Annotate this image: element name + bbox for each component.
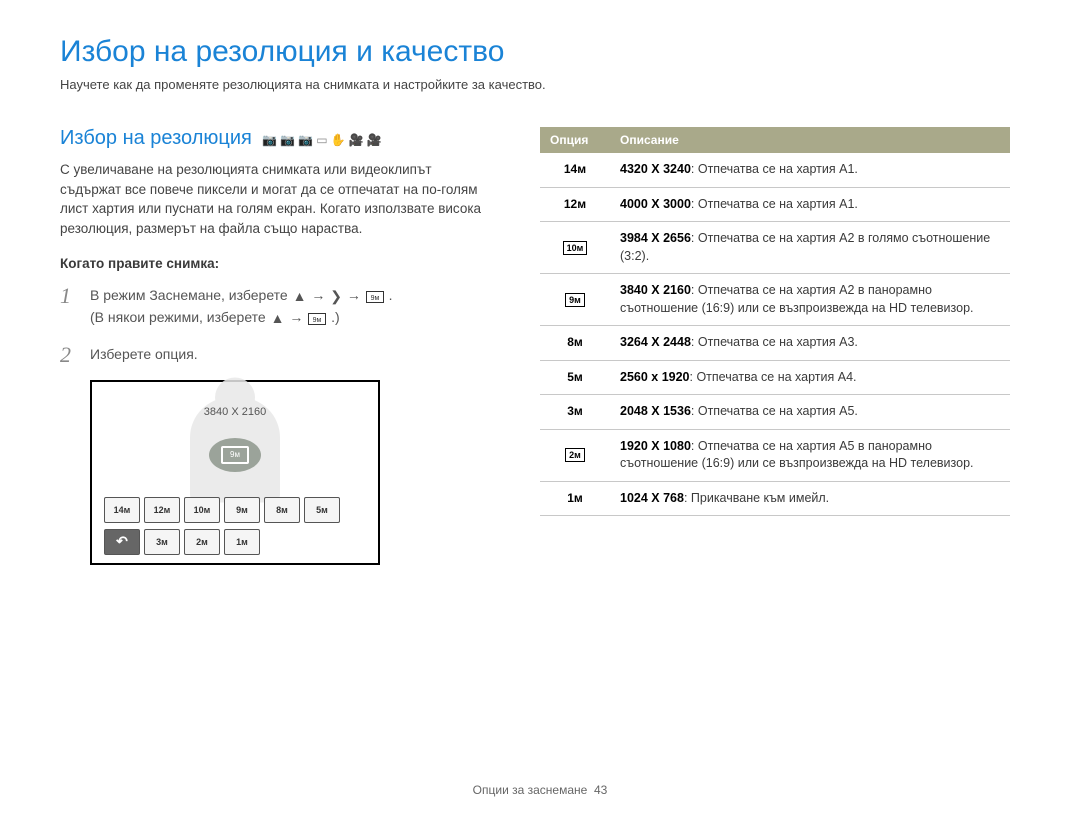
- resolution-chip[interactable]: 5ᴍ: [304, 497, 340, 523]
- th-option: Опция: [540, 127, 610, 153]
- resolution-chip[interactable]: 2ᴍ: [184, 529, 220, 555]
- section-heading: Избор на резолюция: [60, 127, 252, 150]
- table-row: 14ᴍ 4320 X 3240: Отпечатва се на хартия А…: [540, 153, 1010, 187]
- resolution-chip-row-2: ↶3ᴍ2ᴍ1ᴍ: [104, 529, 260, 555]
- th-description: Описание: [610, 127, 1010, 153]
- resolution-icon: 12ᴍ: [564, 196, 586, 213]
- when-label: Когато правите снимка:: [60, 256, 490, 271]
- step-1-close: .): [331, 309, 340, 325]
- mode-icon: 🎥: [366, 133, 381, 147]
- step-2-text: Изберете опция.: [90, 344, 198, 366]
- content-columns: Избор на резолюция 📷📷📷▭✋🎥🎥 С увеличаване…: [60, 127, 1020, 565]
- resolution-value: 1920 X 1080: [620, 439, 691, 453]
- resolution-desc: : Прикачване към имейл.: [684, 491, 829, 505]
- resolution-chip[interactable]: 9ᴍ: [224, 497, 260, 523]
- resolution-value: 1024 X 768: [620, 491, 684, 505]
- right-column: Опция Описание 14ᴍ4320 X 3240: Отпечатва…: [540, 127, 1010, 565]
- resolution-box-icon: 9ᴍ: [366, 291, 384, 303]
- table-row: 10ᴍ3984 X 2656: Отпечатва се на хартия А…: [540, 222, 1010, 274]
- resolution-value: 4320 X 3240: [620, 162, 691, 176]
- footer-page-number: 43: [594, 783, 607, 797]
- resolution-desc: : Отпечатва се на хартия А1.: [691, 162, 858, 176]
- camera-preview: 3840 X 2160 9ᴍ 14ᴍ12ᴍ10ᴍ9ᴍ8ᴍ5ᴍ ↶3ᴍ2ᴍ1ᴍ: [90, 380, 380, 565]
- mode-icons: 📷📷📷▭✋🎥🎥: [262, 133, 381, 147]
- chevron-right-icon: ❯: [330, 286, 342, 308]
- resolution-desc: : Отпечатва се на хартия А3.: [691, 335, 858, 349]
- table-row: 5ᴍ 2560 x 1920: Отпечатва се на хартия А4…: [540, 360, 1010, 395]
- page-subtitle: Научете как да променяте резолюцията на …: [60, 77, 1020, 92]
- resolution-options-table: Опция Описание 14ᴍ4320 X 3240: Отпечатва…: [540, 127, 1010, 516]
- up-triangle-icon: ▲: [271, 308, 285, 330]
- resolution-value: 4000 X 3000: [620, 197, 691, 211]
- resolution-icon: 9ᴍ: [565, 293, 585, 307]
- resolution-icon: 5ᴍ: [567, 369, 583, 386]
- step-number: 1: [60, 285, 76, 329]
- table-row: 9ᴍ3840 X 2160: Отпечатва се на хартия А2…: [540, 274, 1010, 326]
- resolution-chip[interactable]: 14ᴍ: [104, 497, 140, 523]
- step-1-dot: .: [389, 287, 393, 303]
- arrow-3: →: [289, 309, 307, 325]
- table-row: 8ᴍ 3264 X 2448: Отпечатва се на хартия А3…: [540, 326, 1010, 361]
- resolution-value: 3840 X 2160: [620, 283, 691, 297]
- selected-chip-label: 9ᴍ: [221, 446, 249, 464]
- step-1-text: В режим Заснемане, изберете ▲ → ❯ → 9ᴍ .…: [90, 285, 393, 329]
- footer-label: Опции за заснемане: [473, 783, 588, 797]
- resolution-value: 2048 X 1536: [620, 404, 691, 418]
- mode-icon: 📷: [298, 133, 313, 147]
- table-row: 3ᴍ 2048 X 1536: Отпечатва се на хартия А5…: [540, 395, 1010, 430]
- resolution-chip[interactable]: 1ᴍ: [224, 529, 260, 555]
- resolution-icon: 3ᴍ: [567, 403, 583, 420]
- resolution-value: 2560 x 1920: [620, 370, 690, 384]
- preview-resolution-text: 3840 X 2160: [204, 406, 266, 418]
- up-triangle-icon: ▲: [293, 286, 307, 308]
- mode-icon: 📷: [262, 133, 277, 147]
- resolution-box-icon: 9ᴍ: [308, 313, 326, 325]
- resolution-icon: 10ᴍ: [563, 241, 588, 255]
- resolution-desc: : Отпечатва се на хартия А1.: [691, 197, 858, 211]
- back-button[interactable]: ↶: [104, 529, 140, 555]
- mode-icon: 📷: [280, 133, 295, 147]
- resolution-icon: 14ᴍ: [564, 161, 586, 178]
- resolution-desc: : Отпечатва се на хартия А5.: [691, 404, 858, 418]
- section-description: С увеличаване на резолюцията снимката ил…: [60, 160, 490, 238]
- table-row: 12ᴍ 4000 X 3000: Отпечатва се на хартия А…: [540, 187, 1010, 222]
- step-1-prefix: В режим Заснемане, изберете: [90, 287, 292, 303]
- page-title: Избор на резолюция и качество: [60, 35, 1020, 69]
- resolution-chip[interactable]: 8ᴍ: [264, 497, 300, 523]
- resolution-icon: 2ᴍ: [565, 448, 585, 462]
- mode-icon: ▭: [316, 133, 327, 147]
- arrow-2: →: [347, 287, 365, 303]
- table-row: 1ᴍ 1024 X 768: Прикачване към имейл.: [540, 481, 1010, 516]
- resolution-chip-row-1: 14ᴍ12ᴍ10ᴍ9ᴍ8ᴍ5ᴍ: [104, 497, 340, 523]
- resolution-chip[interactable]: 10ᴍ: [184, 497, 220, 523]
- resolution-icon: 8ᴍ: [567, 334, 583, 351]
- table-row: 2ᴍ1920 X 1080: Отпечатва се на хартия А5…: [540, 429, 1010, 481]
- selected-resolution-chip: 9ᴍ: [209, 438, 261, 472]
- step-2: 2 Изберете опция.: [60, 344, 490, 366]
- resolution-value: 3264 X 2448: [620, 335, 691, 349]
- left-column: Избор на резолюция 📷📷📷▭✋🎥🎥 С увеличаване…: [60, 127, 490, 565]
- svg-text:9ᴍ: 9ᴍ: [313, 317, 322, 324]
- resolution-chip[interactable]: 3ᴍ: [144, 529, 180, 555]
- resolution-chip[interactable]: 12ᴍ: [144, 497, 180, 523]
- resolution-value: 3984 X 2656: [620, 231, 691, 245]
- step-1-alt-prefix: (В някои режими, изберете: [90, 309, 270, 325]
- step-number: 2: [60, 344, 76, 366]
- mode-icon: 🎥: [348, 133, 363, 147]
- svg-text:9ᴍ: 9ᴍ: [370, 295, 379, 302]
- resolution-icon: 1ᴍ: [567, 490, 583, 507]
- step-1: 1 В режим Заснемане, изберете ▲ → ❯ → 9ᴍ…: [60, 285, 490, 329]
- mode-icon: ✋: [331, 133, 346, 147]
- resolution-desc: : Отпечатва се на хартия А4.: [690, 370, 857, 384]
- page-footer: Опции за заснемане 43: [0, 783, 1080, 797]
- arrow-1: →: [311, 287, 329, 303]
